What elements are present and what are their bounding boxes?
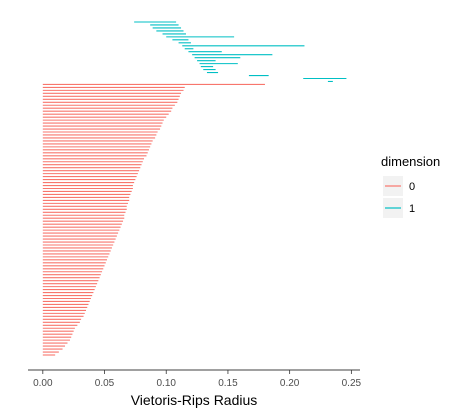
x-tick-label-4: 0.20 [280,378,300,389]
legend: dimension 01 [381,154,440,218]
x-tick-label-5: 0.25 [342,378,362,389]
x-tick-label-0: 0.00 [33,378,53,389]
bars-layer [42,21,347,356]
legend-label-0: 0 [409,181,415,193]
legend-title: dimension [381,154,440,169]
legend-entries: 01 [383,176,415,218]
x-tick-label-2: 0.10 [156,378,176,389]
x-axis-ticks: 0.00 0.05 0.10 0.15 0.20 0.25 [33,370,362,389]
x-tick-label-1: 0.05 [95,378,115,389]
x-tick-label-3: 0.15 [218,378,238,389]
legend-label-1: 1 [409,203,415,215]
x-axis-title: Vietoris-Rips Radius [131,392,258,408]
